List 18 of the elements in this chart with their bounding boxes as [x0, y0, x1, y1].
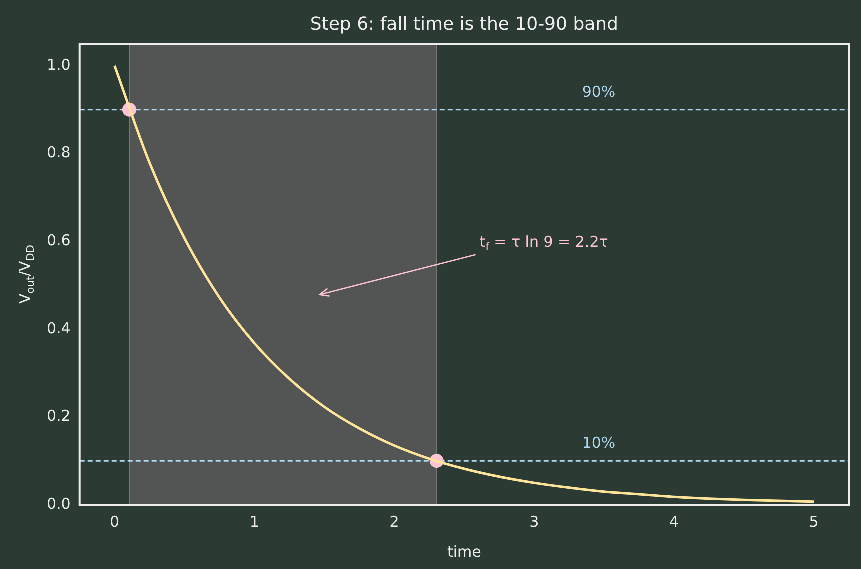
x-tick-label: 4 [669, 512, 679, 531]
y-tick-label: 0.8 [46, 144, 71, 162]
y-tick-label: 0.2 [46, 407, 71, 426]
y-tick-label: 0.0 [46, 494, 71, 513]
chart-title: Step 6: fall time is the 10-90 band [310, 14, 618, 35]
y-tick-label: 0.6 [46, 231, 71, 250]
x-tick-label: 5 [809, 512, 819, 531]
y-tick-label: 1.0 [46, 56, 71, 74]
y-tick-label: 0.4 [46, 319, 71, 338]
x-tick-label: 1 [250, 512, 260, 531]
x-tick-label: 0 [110, 512, 120, 531]
ref-line-label: 90% [582, 82, 616, 101]
x-axis-title: time [447, 543, 482, 561]
y-axis-title: Vout/VDD [16, 245, 37, 304]
ref-line-label: 10% [582, 434, 616, 452]
line-series [114, 64, 816, 504]
x-tick-label: 2 [390, 512, 400, 531]
x-tick-label: 3 [530, 512, 540, 531]
